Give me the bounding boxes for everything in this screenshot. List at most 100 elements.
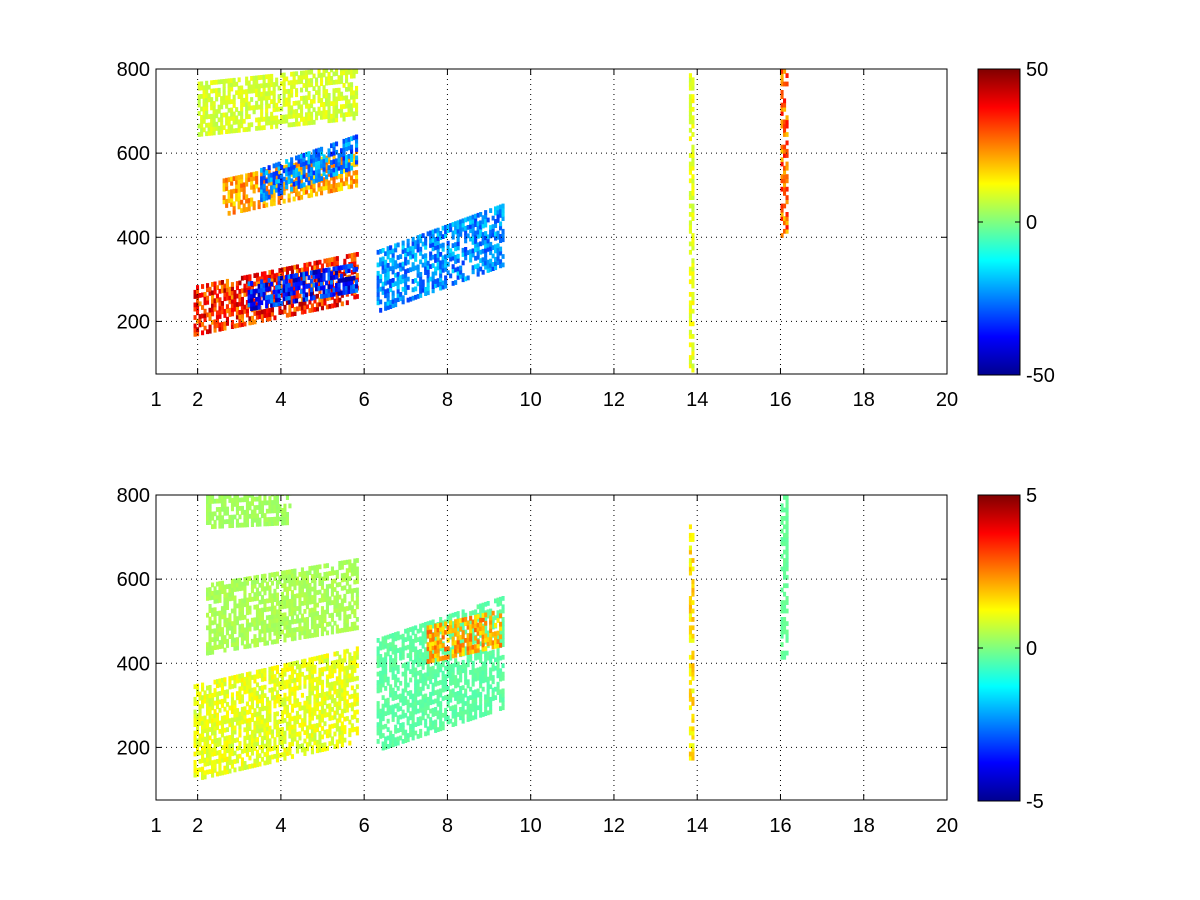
heatmap-cell — [272, 86, 276, 92]
heatmap-cell — [235, 196, 239, 202]
heatmap-cell — [283, 516, 287, 522]
heatmap-cell — [243, 718, 247, 724]
heatmap-cell — [381, 670, 385, 675]
heatmap-cell — [496, 209, 500, 215]
heatmap-cell — [218, 762, 222, 768]
heatmap-cell — [444, 254, 448, 260]
heatmap-cell — [263, 496, 267, 502]
heatmap-cell — [327, 165, 331, 170]
heatmap-cell — [201, 322, 205, 327]
heatmap-cell — [691, 119, 695, 125]
heatmap-cell — [416, 679, 420, 685]
heatmap-cell — [310, 287, 314, 293]
heatmap-cell — [451, 625, 455, 631]
heatmap-cell — [208, 312, 212, 317]
heatmap-cell — [272, 196, 276, 202]
heatmap-cell — [310, 103, 314, 109]
heatmap-cell — [332, 154, 336, 159]
heatmap-cell — [235, 184, 239, 189]
heatmap-cell — [328, 583, 332, 589]
heatmap-cell — [230, 324, 234, 329]
heatmap-cell — [280, 72, 284, 78]
heatmap-cell — [245, 274, 249, 280]
heatmap-cell — [342, 138, 346, 144]
heatmap-cell — [347, 69, 351, 75]
heatmap-cell — [275, 690, 279, 696]
heatmap-cell — [275, 613, 279, 619]
heatmap-cell — [260, 117, 264, 122]
heatmap-cell — [389, 684, 393, 690]
heatmap-cell — [287, 299, 291, 305]
heatmap-cell — [454, 704, 458, 710]
heatmap-cell — [323, 626, 327, 632]
heatmap-cell — [268, 308, 272, 313]
heatmap-cell — [298, 706, 302, 711]
heatmap-cell — [434, 728, 438, 733]
heatmap-cell — [235, 314, 239, 320]
heatmap-cell — [218, 729, 222, 734]
heatmap-cell — [411, 668, 415, 674]
heatmap-cell — [350, 588, 354, 594]
heatmap-cell — [691, 266, 695, 272]
heatmap-cell — [235, 192, 239, 198]
heatmap-cell — [270, 746, 274, 751]
heatmap-cell — [429, 708, 433, 714]
heatmap-cell — [391, 645, 395, 651]
heatmap-cell — [335, 69, 339, 72]
heatmap-cell — [454, 259, 458, 264]
heatmap-cell — [328, 711, 332, 717]
heatmap-cell — [499, 238, 503, 243]
heatmap-cell — [347, 166, 351, 172]
heatmap-cell — [318, 701, 322, 707]
heatmap-cell — [446, 660, 450, 666]
heatmap-cell — [451, 243, 455, 248]
colorbar-gradient-top — [977, 68, 1021, 376]
heatmap-cell — [345, 268, 349, 274]
heatmap-cell — [340, 181, 344, 187]
heatmap-cell — [245, 618, 249, 624]
heatmap-cell — [401, 633, 405, 639]
heatmap-cell — [270, 298, 274, 304]
heatmap-cell — [290, 674, 294, 679]
heatmap-cell — [293, 568, 297, 574]
heatmap-cell — [248, 722, 252, 727]
heatmap-cell — [298, 306, 302, 311]
heatmap-cell — [464, 230, 468, 235]
heatmap-cell — [206, 727, 210, 733]
heatmap-cell — [494, 223, 498, 228]
heatmap-cell — [265, 282, 269, 288]
heatmap-cell — [280, 710, 284, 715]
heatmap-cell — [245, 198, 249, 204]
heatmap-cell — [330, 629, 334, 635]
heatmap-cell — [323, 593, 327, 598]
heatmap-cell — [320, 267, 324, 273]
heatmap-cell — [297, 195, 301, 201]
heatmap-cell — [237, 111, 241, 116]
heatmap-cell — [310, 270, 314, 276]
heatmap-cell — [404, 729, 408, 735]
heatmap-cell — [384, 635, 388, 641]
heatmap-cell — [233, 298, 237, 304]
heatmap-cell — [376, 287, 380, 293]
heatmap-cell — [394, 653, 398, 658]
heatmap-cell — [247, 101, 251, 107]
heatmap-cell — [302, 284, 306, 290]
heatmap-cell — [268, 593, 272, 599]
heatmap-cell — [691, 300, 695, 306]
heatmap-cell — [196, 306, 200, 311]
heatmap-cell — [439, 629, 443, 635]
heatmap-cell — [295, 614, 299, 620]
heatmap-cell — [348, 559, 352, 565]
heatmap-cell — [343, 610, 347, 616]
heatmap-cell — [340, 169, 344, 174]
heatmap-cell — [328, 600, 332, 606]
heatmap-cell — [275, 584, 279, 589]
heatmap-cell — [305, 704, 309, 710]
heatmap-cell — [227, 194, 231, 199]
heatmap-cell — [223, 757, 227, 763]
heatmap-cell — [193, 696, 197, 702]
heatmap-cell — [230, 124, 234, 130]
heatmap-cell — [252, 105, 256, 110]
heatmap-cell — [303, 662, 307, 668]
heatmap-cell — [215, 590, 219, 595]
